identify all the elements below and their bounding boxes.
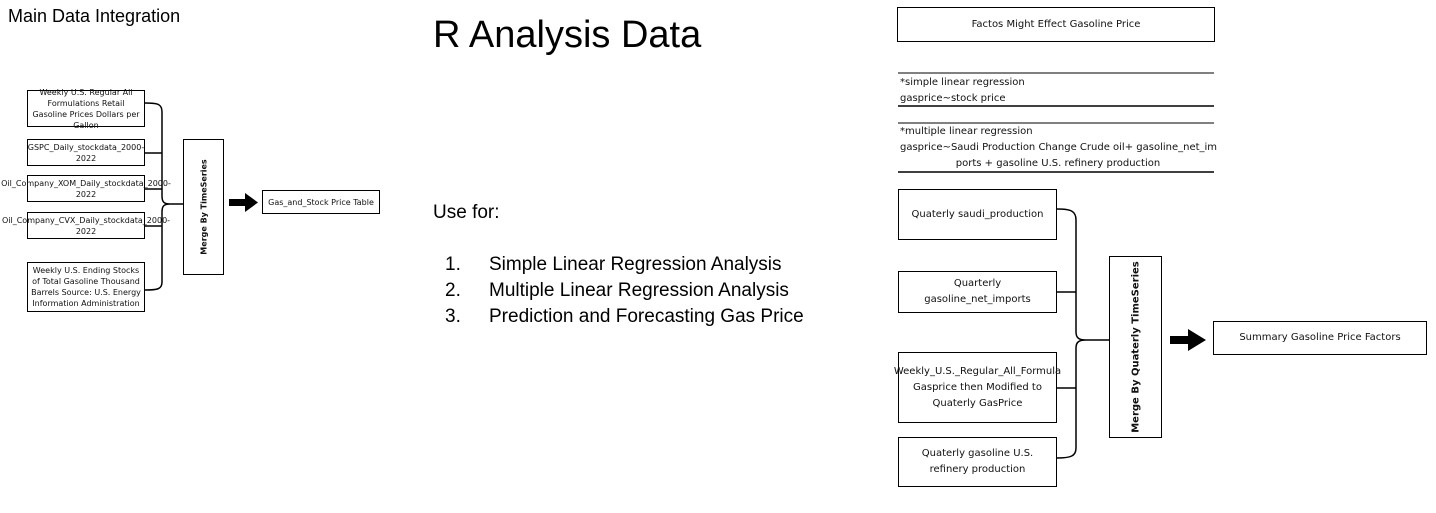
list-item: 3. Prediction and Forecasting Gas Price [445,306,804,327]
right-arrow [1170,329,1206,351]
regression-lines [898,72,1214,173]
summary-gasoline-price-factors: Summary Gasoline Price Factors [1213,321,1427,355]
simple-regression-formula: gasprice~stock price [900,93,1006,104]
use-list: 1. Simple Linear Regression Analysis 2. Mu… [445,252,804,330]
merge-by-quaterly-timeseries-box: Merge By Quaterly TimeSeries [1109,256,1162,438]
source-weekly-gas-price: Weekly U.S. Regular All Formulations Ret… [27,88,145,130]
multiple-regression-block: *multiple linear regression gasprice~Sau… [900,124,1218,172]
r-analysis-data-title: R Analysis Data [433,14,702,56]
factors-header-box: Factos Might Effect Gasoline Price [897,7,1215,42]
source-gspc-stockdata: GSPC_Daily_stockdata_2000-2022 [27,139,145,166]
main-data-integration-title: Main Data Integration [8,6,181,26]
multiple-regression-formula: gasprice~Saudi Production Change Crude o… [900,142,1218,153]
gas-and-stock-price-table: Gas_and_Stock Price Table [262,190,380,214]
left-arrow [229,193,258,212]
multiple-regression-formula-cont: ports + gasoline U.S. refinery productio… [955,158,1161,169]
left-brace [144,102,183,291]
simple-regression-title: *simple linear regression [900,77,1025,88]
merge-by-timeseries-box: Merge By TimeSeries [183,139,224,275]
list-item: 1. Simple Linear Regression Analysis [445,254,782,275]
merge-by-quaterly-timeseries-label: Merge By Quaterly TimeSeries [1130,261,1141,433]
source-weekly-gasprice: Weekly_U.S._Regular_All_Formula Gasprice… [894,352,1061,423]
source-cvx-stockdata: Oil_Company_CVX_Daily_stockdata_2000-202… [2,212,170,239]
source-saudi-production: Quaterly saudi_production [898,189,1057,240]
list-item: 2. Multiple Linear Regression Analysis [445,280,789,301]
source-gasoline-stocks: Weekly U.S. Ending Stocks of Total Gasol… [27,262,145,312]
use-for-label: Use for: [433,202,500,223]
right-brace [1056,208,1109,459]
simple-regression-block: *simple linear regression gasprice~stock… [900,75,1214,107]
source-net-imports: Quarterly gasoline_net_imports [898,271,1057,313]
source-refinery-production: Quaterly gasoline U.S. refinery producti… [898,437,1057,487]
source-xom-stockdata: Oil_Company_XOM_Daily_stockdata_2000-202… [1,175,171,202]
multiple-regression-title: *multiple linear regression [900,126,1033,137]
merge-by-timeseries-label: Merge By TimeSeries [199,159,208,255]
